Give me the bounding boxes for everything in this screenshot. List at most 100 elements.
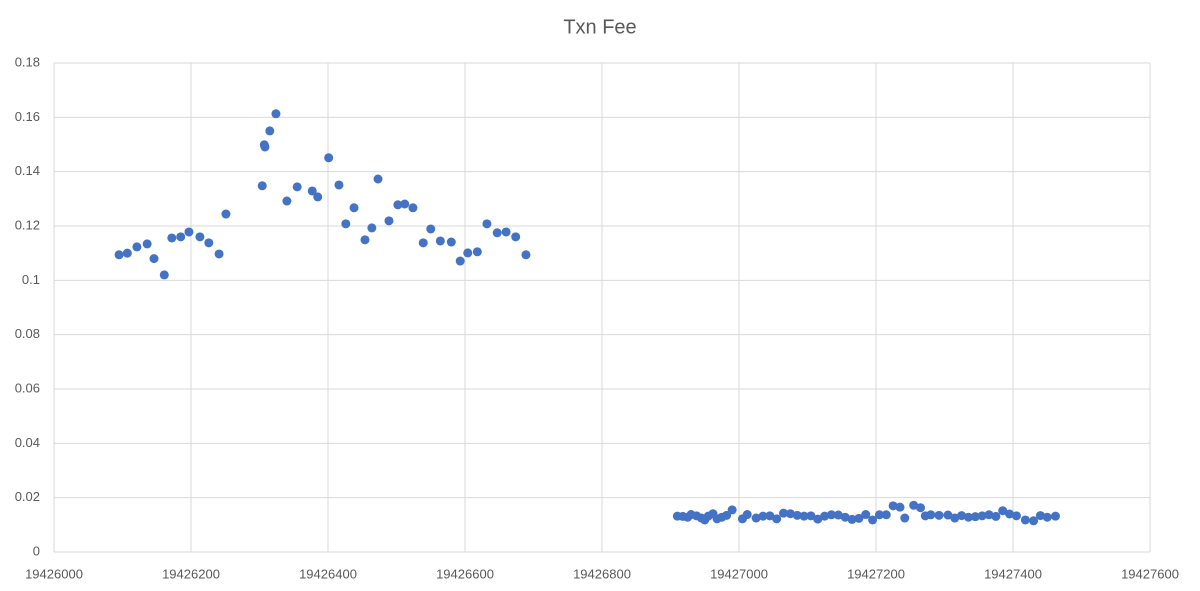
y-tick-label: 0.16 <box>15 109 40 124</box>
point <box>833 510 843 520</box>
point <box>785 509 795 519</box>
point <box>184 227 194 237</box>
point <box>501 227 511 237</box>
point <box>176 232 186 242</box>
point <box>751 513 761 523</box>
chart-title: Txn Fee <box>563 16 636 38</box>
point <box>260 142 270 152</box>
point <box>257 181 267 191</box>
point <box>868 515 878 525</box>
point <box>313 192 323 202</box>
y-tick-label: 0.02 <box>15 489 40 504</box>
point <box>909 500 919 510</box>
point <box>847 514 857 524</box>
point <box>360 235 370 245</box>
point <box>742 510 752 520</box>
point <box>1029 516 1039 526</box>
point <box>874 510 884 520</box>
point <box>521 250 531 260</box>
point <box>722 510 732 520</box>
point <box>426 224 436 234</box>
point <box>435 236 445 246</box>
point <box>758 511 768 521</box>
point <box>511 232 521 242</box>
point <box>455 256 465 266</box>
point <box>1011 511 1021 521</box>
point <box>881 510 891 520</box>
x-tick-label: 19427200 <box>847 566 905 581</box>
point <box>1035 511 1045 521</box>
x-tick-label: 19426800 <box>573 566 631 581</box>
point <box>265 126 275 136</box>
point <box>799 511 809 521</box>
point <box>998 506 1008 516</box>
point <box>307 186 317 196</box>
y-tick-label: 0.04 <box>15 435 40 450</box>
point <box>159 270 169 280</box>
point <box>792 510 802 520</box>
point <box>214 249 224 259</box>
point <box>195 232 205 242</box>
point <box>334 180 344 190</box>
point <box>282 196 292 206</box>
x-tick-label: 19426400 <box>299 566 357 581</box>
point <box>132 242 142 252</box>
point <box>367 223 377 233</box>
y-tick-label: 0 <box>33 543 40 558</box>
point <box>292 182 302 192</box>
point <box>384 216 394 226</box>
x-tick-label: 19426000 <box>25 566 83 581</box>
point <box>1020 515 1030 525</box>
point <box>854 513 864 523</box>
x-tick-label: 19426600 <box>436 566 494 581</box>
point <box>463 248 473 258</box>
y-tick-label: 0.06 <box>15 380 40 395</box>
point <box>400 199 410 209</box>
y-tick-label: 0.14 <box>15 163 40 178</box>
point <box>114 250 124 260</box>
point <box>900 513 910 523</box>
y-tick-label: 0.08 <box>15 326 40 341</box>
point <box>820 511 830 521</box>
point <box>341 219 351 229</box>
point <box>934 510 944 520</box>
point <box>991 511 1001 521</box>
point <box>963 512 973 522</box>
point <box>418 238 428 248</box>
point <box>977 511 987 521</box>
point <box>1005 509 1015 519</box>
y-tick-label: 0.18 <box>15 54 40 69</box>
point <box>393 200 403 210</box>
point <box>950 513 960 523</box>
x-tick-label: 19427400 <box>984 566 1042 581</box>
point <box>840 512 850 522</box>
point <box>149 254 159 264</box>
x-tick-label: 19427000 <box>710 566 768 581</box>
point <box>984 510 994 520</box>
point <box>813 514 823 524</box>
point <box>970 512 980 522</box>
y-tick-label: 0.1 <box>22 272 40 287</box>
point <box>957 511 967 521</box>
y-tick-label: 0.12 <box>15 217 40 232</box>
point <box>221 209 231 219</box>
point <box>779 508 789 518</box>
point <box>142 239 152 249</box>
point <box>943 510 953 520</box>
point <box>888 501 898 511</box>
point <box>122 248 132 258</box>
point <box>349 203 359 213</box>
point <box>1050 511 1060 521</box>
point <box>408 203 418 213</box>
point <box>826 510 836 520</box>
point <box>492 228 502 238</box>
point <box>472 247 482 257</box>
point <box>861 510 871 520</box>
point <box>271 109 281 119</box>
point <box>772 514 782 524</box>
point <box>373 174 383 184</box>
x-tick-label: 19427600 <box>1121 566 1179 581</box>
x-tick-label: 19426200 <box>162 566 220 581</box>
point <box>895 502 905 512</box>
